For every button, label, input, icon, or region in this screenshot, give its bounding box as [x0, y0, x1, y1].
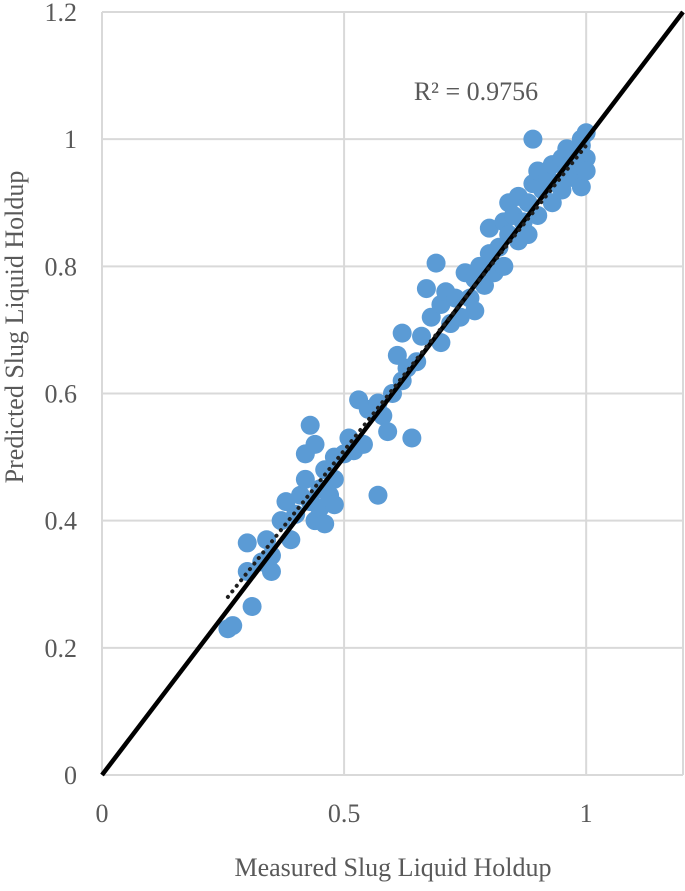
data-point	[315, 514, 335, 534]
data-point	[576, 161, 596, 181]
data-point	[523, 129, 543, 149]
data-point	[237, 533, 257, 553]
labels: R² = 0.9756 Measured Slug Liquid Holdup …	[0, 77, 552, 882]
axes: 0 0.2 0.4 0.6 0.8 1 1.2 0 0.5 1	[45, 0, 683, 828]
r-squared-annotation: R² = 0.9756	[414, 77, 538, 106]
data-point	[295, 469, 315, 489]
grid	[102, 11, 684, 775]
x-tick-label: 0	[96, 799, 109, 828]
reference-line	[100, 10, 685, 777]
y-tick-label: 0.8	[45, 252, 78, 281]
y-tick-label: 0	[64, 761, 77, 790]
y-tick-label: 0.4	[45, 507, 78, 536]
data-point	[368, 485, 388, 505]
data-point	[402, 428, 422, 448]
y-tick-label: 1.2	[45, 0, 78, 27]
y-tick-label: 0.6	[45, 380, 78, 409]
data-point	[392, 323, 412, 343]
data-point	[261, 562, 281, 582]
data-point	[518, 225, 538, 245]
x-tick-label: 1	[580, 799, 593, 828]
data-point	[557, 139, 577, 159]
data-point	[242, 597, 262, 617]
data-point	[426, 253, 446, 273]
data-point	[223, 616, 243, 636]
data-point	[257, 530, 277, 550]
x-tick-label: 0.5	[328, 799, 361, 828]
y-tick-label: 0.2	[45, 634, 78, 663]
data-point	[465, 301, 485, 321]
data-point	[479, 218, 499, 238]
x-axis-label: Measured Slug Liquid Holdup	[234, 853, 551, 882]
y-axis-label: Predicted Slug Liquid Holdup	[0, 171, 29, 484]
data-point	[300, 415, 320, 435]
y-tick-label: 1	[64, 125, 77, 154]
data-point	[571, 177, 591, 197]
data-point	[378, 422, 398, 442]
lines	[100, 10, 685, 777]
data-point	[412, 326, 432, 346]
data-point	[295, 444, 315, 464]
data-point	[416, 279, 436, 299]
data-point	[494, 256, 514, 276]
data-point	[324, 495, 344, 515]
